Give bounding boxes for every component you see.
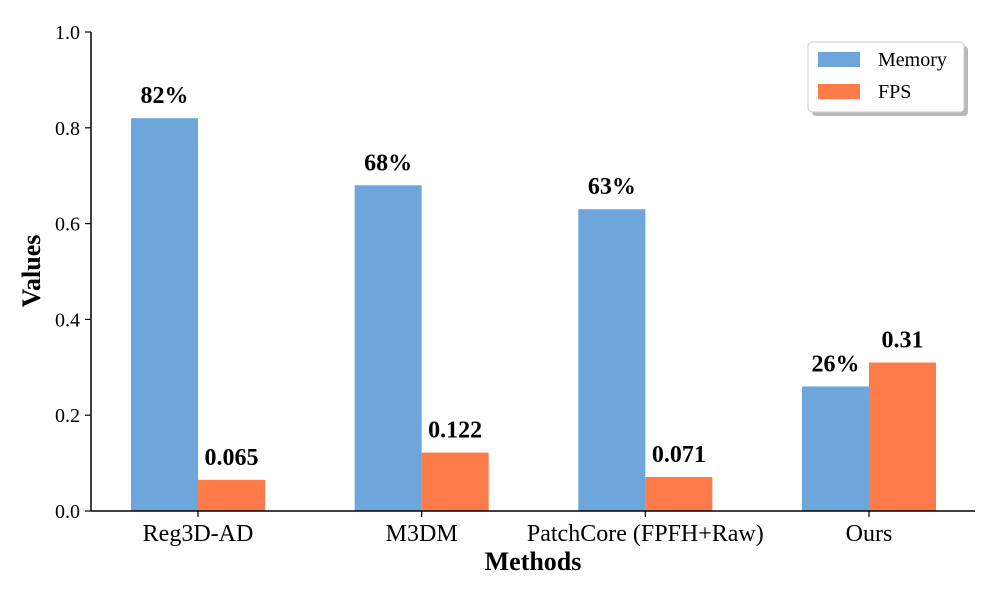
legend-swatch-memory [818, 52, 860, 67]
bar-fps [645, 476, 713, 511]
x-axis-title: Methods [485, 547, 582, 576]
bar-fps [869, 362, 936, 511]
legend-swatch-fps [818, 84, 860, 99]
data-label-memory: 82% [141, 83, 189, 109]
axes-layer [90, 32, 975, 512]
bar-memory [354, 185, 422, 511]
legend-label-fps: FPS [878, 81, 911, 103]
data-labels-layer: 82% 0.065 68% 0.122 63% 0.071 26% 0.31 [141, 83, 924, 471]
bars-layer [131, 118, 936, 512]
x-tick-label: PatchCore (FPFH+Raw) [527, 521, 764, 547]
bar-fps [421, 452, 489, 511]
y-tick-label: 1.0 [55, 22, 80, 44]
data-label-fps: 0.065 [205, 445, 259, 471]
y-tick-label: 0.2 [55, 405, 80, 427]
y-tick-label: 0.4 [55, 309, 80, 331]
data-label-memory: 26% [812, 351, 860, 377]
bar-fps [198, 479, 265, 511]
bar-memory [131, 118, 198, 511]
bar-memory [802, 386, 869, 511]
y-tick-label: 0.6 [55, 214, 80, 236]
y-ticks: 0.0 0.2 0.4 0.6 0.8 1.0 [55, 22, 91, 523]
data-label-memory: 68% [364, 150, 412, 176]
x-tick-label: Reg3D-AD [143, 521, 254, 547]
legend-label-memory: Memory [878, 49, 947, 71]
y-axis-title: Values [17, 235, 46, 308]
x-ticks: Reg3D-AD M3DM PatchCore (FPFH+Raw) Ours [143, 511, 893, 547]
data-label-fps: 0.071 [652, 442, 706, 468]
data-label-fps: 0.31 [882, 328, 924, 354]
data-label-memory: 63% [588, 174, 636, 200]
data-label-fps: 0.122 [428, 418, 482, 444]
legend: Memory FPS [807, 41, 968, 116]
x-tick-label: M3DM [386, 521, 458, 547]
bar-memory [578, 209, 646, 512]
y-tick-label: 0.8 [55, 118, 80, 140]
y-tick-label: 0.0 [55, 501, 80, 523]
x-tick-label: Ours [846, 521, 893, 547]
